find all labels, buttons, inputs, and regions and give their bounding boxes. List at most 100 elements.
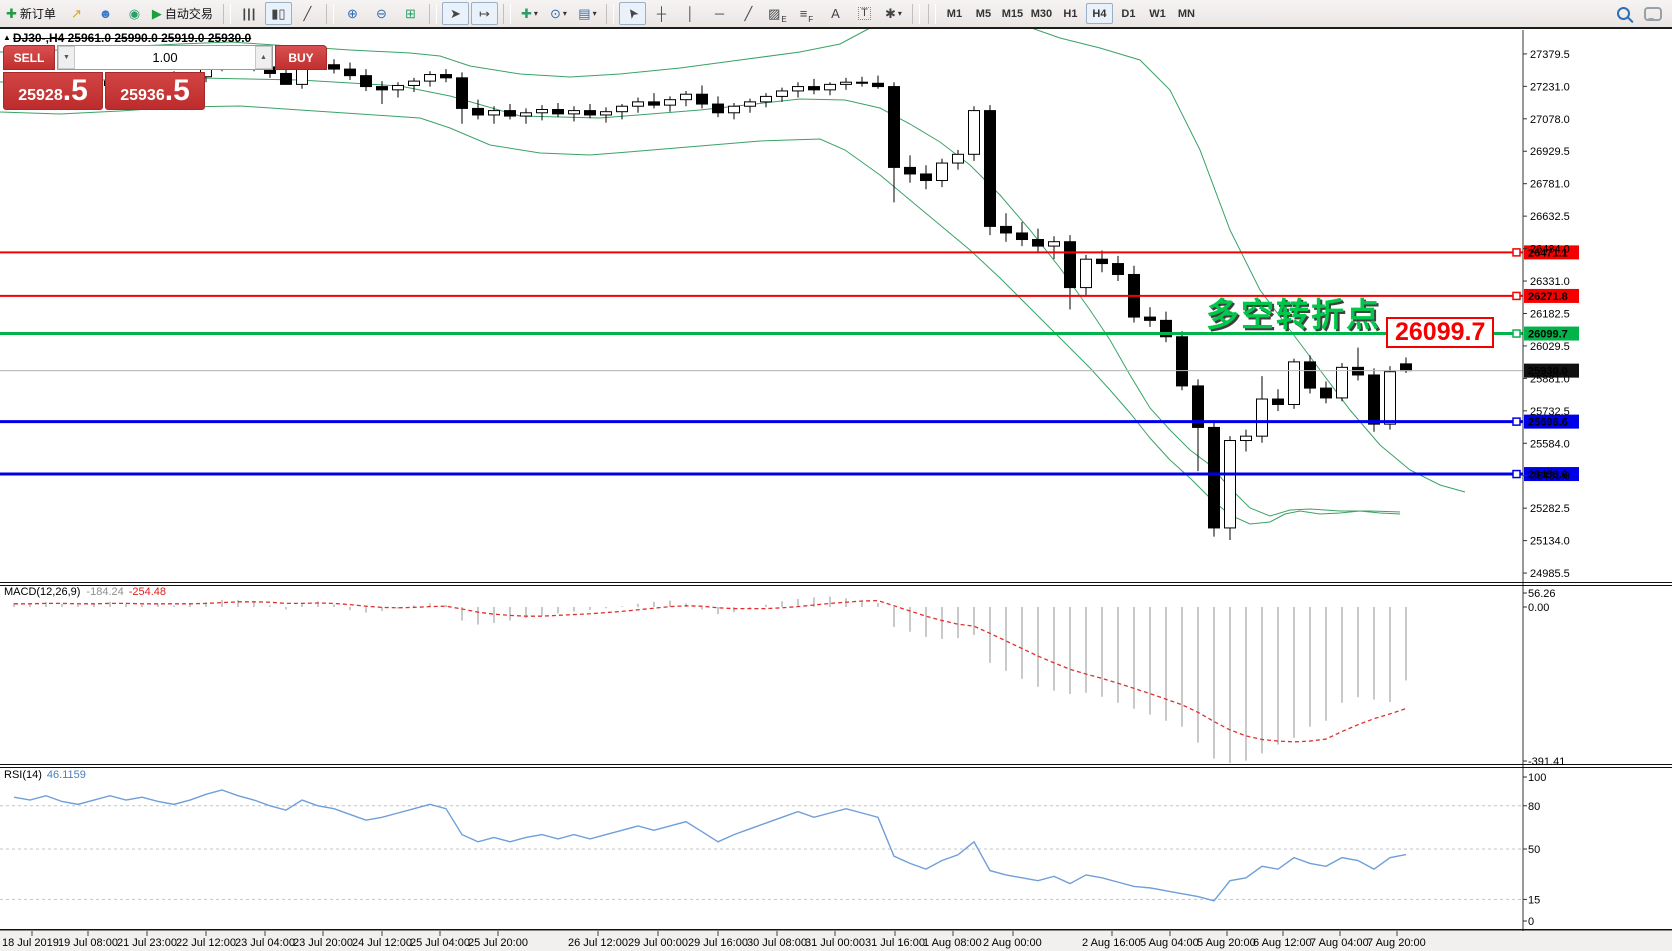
fibonacci-button[interactable]: ≡ F [799, 6, 814, 24]
chart-shift-button[interactable]: ↦ [470, 2, 498, 25]
chevron-down-icon[interactable]: ▾ [562, 9, 567, 18]
price-axis-label: 27078.0 [1530, 114, 1570, 126]
time-axis-label: 1 Aug 08:00 [923, 937, 982, 949]
volume-increase-button[interactable]: ▲ [255, 46, 272, 69]
candle-body [440, 74, 452, 79]
candle-body [728, 105, 740, 114]
periods-button[interactable]: ⊙ ▾ [549, 6, 567, 21]
time-axis-label: 5 Aug 04:00 [1140, 937, 1199, 949]
auto-scroll-button[interactable]: ➤ [441, 2, 469, 25]
price-badge-text: 25696.6 [1528, 417, 1568, 429]
candle-body [1320, 387, 1332, 399]
timeframe-button-h4[interactable]: H4 [1085, 3, 1113, 24]
candle-body [744, 101, 756, 107]
channel-button[interactable]: ▨ E [768, 6, 787, 24]
chat-icon[interactable] [1644, 6, 1662, 21]
timeframe-button-m5[interactable]: M5 [975, 7, 992, 20]
candle-body [1080, 258, 1092, 289]
price-axis-label: 24985.5 [1530, 568, 1570, 580]
chevron-down-icon[interactable]: ▾ [897, 9, 902, 18]
buy-price-int: 25936 [120, 87, 165, 104]
horizontal-line-button[interactable]: ─ [714, 6, 725, 21]
candlestick-chart-button[interactable]: ▮▯ [264, 2, 292, 25]
zoom-out-button[interactable]: ⊖ [375, 6, 387, 21]
bar-chart-button[interactable]: ||| [242, 6, 257, 21]
ohlc-high: 25990.0 [114, 31, 158, 45]
text-label-button[interactable]: T [851, 2, 878, 25]
chevron-down-icon[interactable]: ▾ [533, 9, 538, 18]
sell-price-frac: .5 [62, 74, 88, 107]
candle-body [1224, 440, 1236, 529]
autotrading-button[interactable]: ▶ 自动交易 [151, 6, 213, 21]
collapse-triangle-icon[interactable]: ▲ [3, 33, 11, 42]
tile-windows-button[interactable]: ⊞ [404, 6, 416, 21]
candle-body [936, 162, 948, 182]
trendline-button[interactable]: ╱ [744, 6, 753, 21]
chart-text-annotation[interactable]: 多空转折点 [1206, 296, 1381, 333]
panel-separator [0, 585, 1672, 586]
candle-body [824, 83, 836, 91]
indicators-button[interactable]: ✚ ▾ [520, 6, 538, 21]
time-axis-label: 19 Jul 08:00 [58, 937, 118, 949]
candle-body [1288, 361, 1300, 405]
time-axis-label: 22 Jul 12:00 [176, 937, 236, 949]
timeframe-button-w1[interactable]: W1 [1149, 7, 1166, 20]
volume-decrease-button[interactable]: ▼ [58, 46, 75, 69]
candle-body [968, 110, 980, 155]
buy-button[interactable]: BUY [275, 45, 327, 70]
candle-body [600, 111, 612, 116]
line-chart-button[interactable]: ╱ [303, 6, 312, 21]
candle-body [1144, 316, 1156, 321]
timeframe-button-m15[interactable]: M15 [1001, 7, 1024, 20]
buy-price-button[interactable]: 25936.5 [105, 72, 205, 110]
zoom-in-button[interactable]: ⊕ [346, 6, 358, 21]
price-axis-label: 25431.0 [1530, 471, 1570, 483]
candle-body [568, 110, 580, 115]
vertical-line-button[interactable]: │ [686, 6, 695, 21]
time-axis-label: 26 Jul 12:00 [568, 937, 628, 949]
candle-body [792, 86, 804, 92]
price-axis-label: 25282.5 [1530, 503, 1570, 515]
templates-button[interactable]: ▤ ▾ [578, 6, 597, 21]
cursor-button[interactable]: ➤ [618, 2, 646, 25]
candle-body [1112, 263, 1124, 275]
sell-price-button[interactable]: 25928.5 [3, 72, 103, 110]
candle-body [632, 101, 644, 107]
candle-body [552, 109, 564, 115]
timeframe-button-d1[interactable]: D1 [1121, 7, 1136, 20]
candle-body [1032, 239, 1044, 247]
timeframe-button-m1[interactable]: M1 [946, 7, 963, 20]
new-order-button[interactable]: ✚ 新订单 [6, 6, 56, 21]
price-axis-label: 26029.5 [1530, 341, 1570, 353]
buy-price-frac: .5 [164, 74, 190, 107]
community-button[interactable]: ☻ [98, 6, 113, 21]
candle-body [504, 110, 516, 117]
candle-body [760, 95, 772, 103]
search-icon[interactable] [1617, 7, 1630, 20]
signals-button[interactable]: ◉ [128, 6, 141, 21]
candle-body [1160, 319, 1172, 338]
timeframe-button-mn[interactable]: MN [1177, 7, 1195, 20]
time-axis-label: 21 Jul 23:00 [117, 937, 177, 949]
timeframe-button-h1[interactable]: H1 [1063, 7, 1078, 20]
sell-button[interactable]: SELL [3, 45, 55, 70]
candle-body [392, 84, 404, 91]
metaeditor-button[interactable]: ↗ [70, 6, 82, 21]
chevron-down-icon[interactable]: ▾ [592, 9, 597, 18]
text-button[interactable]: A [831, 6, 840, 21]
candle-body [856, 81, 868, 84]
price-level-label[interactable]: 26099.7 [1386, 317, 1495, 348]
crosshair-button[interactable]: ┼ [656, 6, 667, 21]
candle-body [1368, 374, 1380, 425]
candle-body [1384, 371, 1396, 425]
price-badge-text: 26271.8 [1528, 291, 1568, 303]
shapes-button[interactable]: ✱ ▾ [884, 6, 902, 21]
volume-input[interactable] [75, 46, 255, 69]
bollinger-band-middle [0, 77, 1401, 517]
candle-body [360, 75, 372, 88]
price-axis-label: 25732.5 [1530, 406, 1570, 418]
price-badge-text: 26471.1 [1528, 247, 1568, 259]
rsi-value: 46.1159 [46, 769, 86, 781]
ohlc-low: 25919.0 [161, 31, 205, 45]
timeframe-button-m30[interactable]: M30 [1030, 7, 1053, 20]
